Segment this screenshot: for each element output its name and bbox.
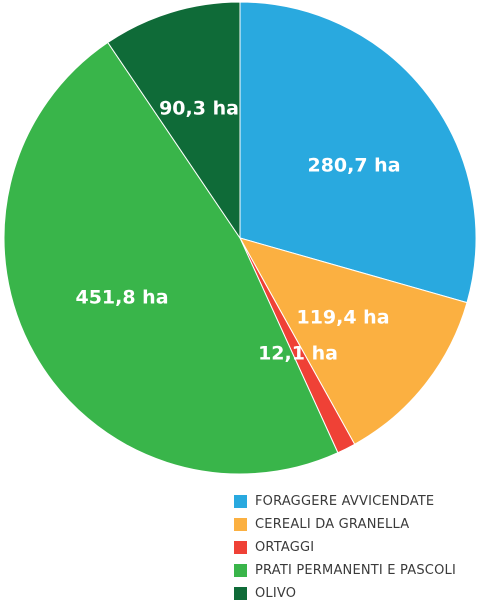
- legend: FORAGGERE AVVICENDATE CEREALI DA GRANELL…: [234, 490, 456, 605]
- legend-label-prati: PRATI PERMANENTI E PASCOLI: [255, 563, 456, 578]
- pie-slices: [3, 1, 477, 475]
- pie-slice-olivo: [107, 1, 241, 240]
- legend-swatch-ortaggi: [234, 541, 247, 554]
- slice-label-prati: 451,8 ha: [75, 287, 168, 309]
- slice-label-ortaggi: 12,1 ha: [258, 343, 338, 365]
- legend-label-foraggere: FORAGGERE AVVICENDATE: [255, 494, 435, 509]
- legend-swatch-cereali: [234, 518, 247, 531]
- legend-item-olivo: OLIVO: [234, 582, 456, 605]
- legend-item-cereali: CEREALI DA GRANELLA: [234, 513, 456, 536]
- pie-slice-foraggere: [239, 1, 477, 304]
- pie-slice-cereali: [238, 237, 468, 445]
- legend-item-prati: PRATI PERMANENTI E PASCOLI: [234, 559, 456, 582]
- slice-label-foraggere: 280,7 ha: [307, 155, 400, 177]
- legend-swatch-prati: [234, 564, 247, 577]
- slice-label-cereali: 119,4 ha: [296, 307, 389, 329]
- pie-labels: 280,7 ha 119,4 ha 12,1 ha 451,8 ha 90,3 ha: [75, 98, 400, 365]
- legend-label-cereali: CEREALI DA GRANELLA: [255, 517, 410, 532]
- legend-label-ortaggi: ORTAGGI: [255, 540, 315, 555]
- pie-slice-prati: [3, 41, 339, 475]
- legend-item-foraggere: FORAGGERE AVVICENDATE: [234, 490, 456, 513]
- slice-label-olivo: 90,3 ha: [159, 98, 239, 120]
- legend-swatch-olivo: [234, 587, 247, 600]
- legend-label-olivo: OLIVO: [255, 586, 297, 601]
- legend-item-ortaggi: ORTAGGI: [234, 536, 456, 559]
- legend-swatch-foraggere: [234, 495, 247, 508]
